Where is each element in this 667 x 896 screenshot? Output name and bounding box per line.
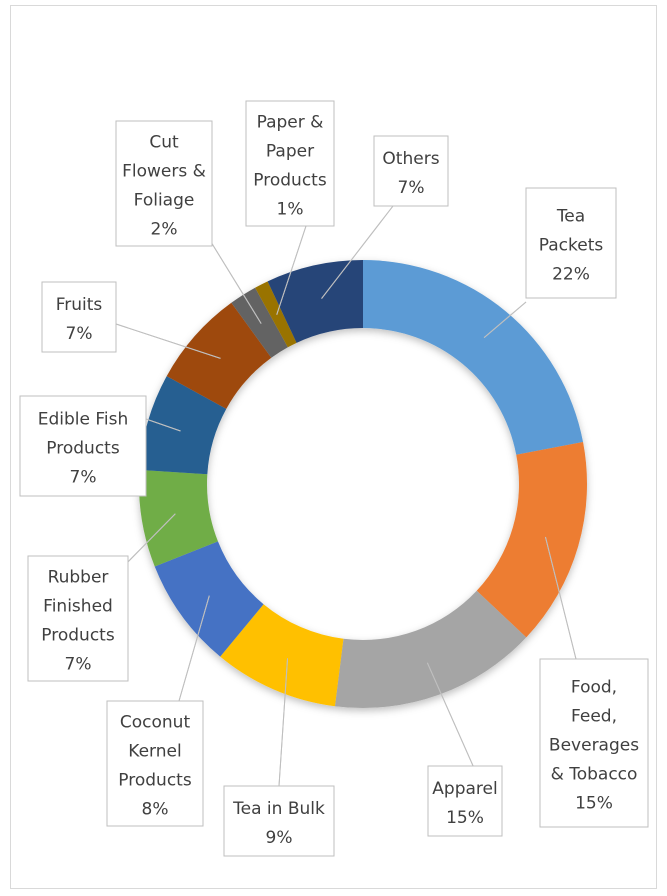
- callout-box: [373, 135, 449, 207]
- data-label-category: Fruits: [56, 295, 103, 315]
- callout-2: Apparel 15%: [427, 765, 503, 837]
- callout-box: [539, 658, 649, 828]
- data-label-category: Coconut: [120, 712, 191, 732]
- chart-frame: Tea Packets 22% Food, Feed, Beverages & Tobacc…: [10, 5, 657, 889]
- leader-line-7: [115, 323, 221, 359]
- data-label-category: Apparel: [432, 779, 497, 799]
- callout-box: [115, 120, 213, 247]
- callout-6: Edible Fish Products 7%: [19, 395, 147, 497]
- leader-line-3: [278, 658, 289, 787]
- slices-group: [139, 260, 588, 708]
- callout-4: Coconut Kernel Products 8%: [106, 700, 204, 827]
- callout-box: [106, 700, 204, 827]
- doughnut-chart: Tea Packets 22% Food, Feed, Beverages & Tobacc…: [19, 100, 649, 857]
- callout-10: Others 7%: [373, 135, 449, 207]
- leader-line-9: [276, 225, 307, 315]
- slice-7: [166, 302, 272, 409]
- data-label-percent: 7%: [398, 178, 425, 198]
- data-label-percent: 9%: [266, 828, 293, 848]
- data-label-category: Paper &: [257, 112, 324, 132]
- data-label-category: & Tobacco: [551, 764, 638, 784]
- slice-4: [154, 541, 264, 657]
- data-label-category: Foliage: [134, 190, 195, 210]
- callout-3: Tea in Bulk 9%: [223, 785, 335, 857]
- callout-box: [245, 100, 335, 227]
- data-label-category: Tea in Bulk: [232, 799, 325, 819]
- callout-7: Fruits 7%: [41, 281, 117, 353]
- data-label-category: Others: [382, 149, 439, 169]
- leader-line-1: [544, 536, 577, 660]
- callout-box: [525, 187, 617, 299]
- data-label-category: Feed,: [571, 706, 617, 726]
- data-label-category: Cut: [149, 132, 179, 152]
- slice-9: [255, 281, 297, 348]
- callout-8: Cut Flowers & Foliage 2%: [115, 120, 213, 247]
- data-label-category: Beverages: [549, 735, 639, 755]
- data-label-category: Tea: [556, 206, 585, 226]
- slice-6: [139, 376, 227, 475]
- data-label-percent: 15%: [446, 808, 484, 828]
- data-label-percent: 7%: [66, 324, 93, 344]
- data-label-category: Packets: [539, 235, 604, 255]
- slice-0: [363, 260, 584, 455]
- callout-box: [41, 281, 117, 353]
- data-label-percent: 1%: [277, 199, 304, 219]
- callout-box: [223, 785, 335, 857]
- data-label-category: Kernel: [128, 741, 181, 761]
- callout-box: [19, 395, 147, 497]
- data-label-percent: 7%: [65, 654, 92, 674]
- data-label-percent: 15%: [575, 793, 613, 813]
- slice-5: [139, 469, 218, 567]
- leader-line-2: [426, 662, 475, 769]
- data-label-percent: 8%: [142, 799, 169, 819]
- slice-1: [476, 442, 588, 638]
- data-label-category: Rubber: [48, 567, 109, 587]
- slice-2: [334, 590, 527, 708]
- data-label-percent: 2%: [151, 219, 178, 239]
- data-label-category: Edible Fish: [38, 409, 129, 429]
- leader-line-0: [483, 301, 527, 338]
- data-label-category: Products: [118, 770, 192, 790]
- data-label-category: Products: [41, 625, 115, 645]
- data-label-percent: 7%: [70, 467, 97, 487]
- callouts-group: Tea Packets 22% Food, Feed, Beverages & Tobacc…: [19, 100, 649, 857]
- callout-0: Tea Packets 22%: [525, 187, 617, 299]
- leader-line-6: [145, 418, 181, 432]
- slice-10: [267, 260, 363, 343]
- data-label-category: Paper: [266, 141, 314, 161]
- callout-box: [427, 765, 503, 837]
- data-label-category: Food,: [571, 677, 617, 697]
- data-label-category: Finished: [43, 596, 113, 616]
- slice-3: [220, 604, 344, 707]
- leader-line-4: [178, 595, 210, 702]
- callout-5: Rubber Finished Products 7%: [27, 555, 129, 682]
- slice-8: [231, 287, 288, 358]
- data-label-category: Products: [253, 170, 327, 190]
- data-label-percent: 22%: [552, 264, 590, 284]
- data-label-category: Products: [46, 438, 120, 458]
- callout-9: Paper & Paper Products 1%: [245, 100, 335, 227]
- callout-box: [27, 555, 129, 682]
- callout-1: Food, Feed, Beverages & Tobacco 15%: [539, 658, 649, 828]
- leader-line-10: [321, 205, 394, 299]
- leader-line-8: [210, 241, 262, 324]
- data-label-category: Flowers &: [122, 161, 206, 181]
